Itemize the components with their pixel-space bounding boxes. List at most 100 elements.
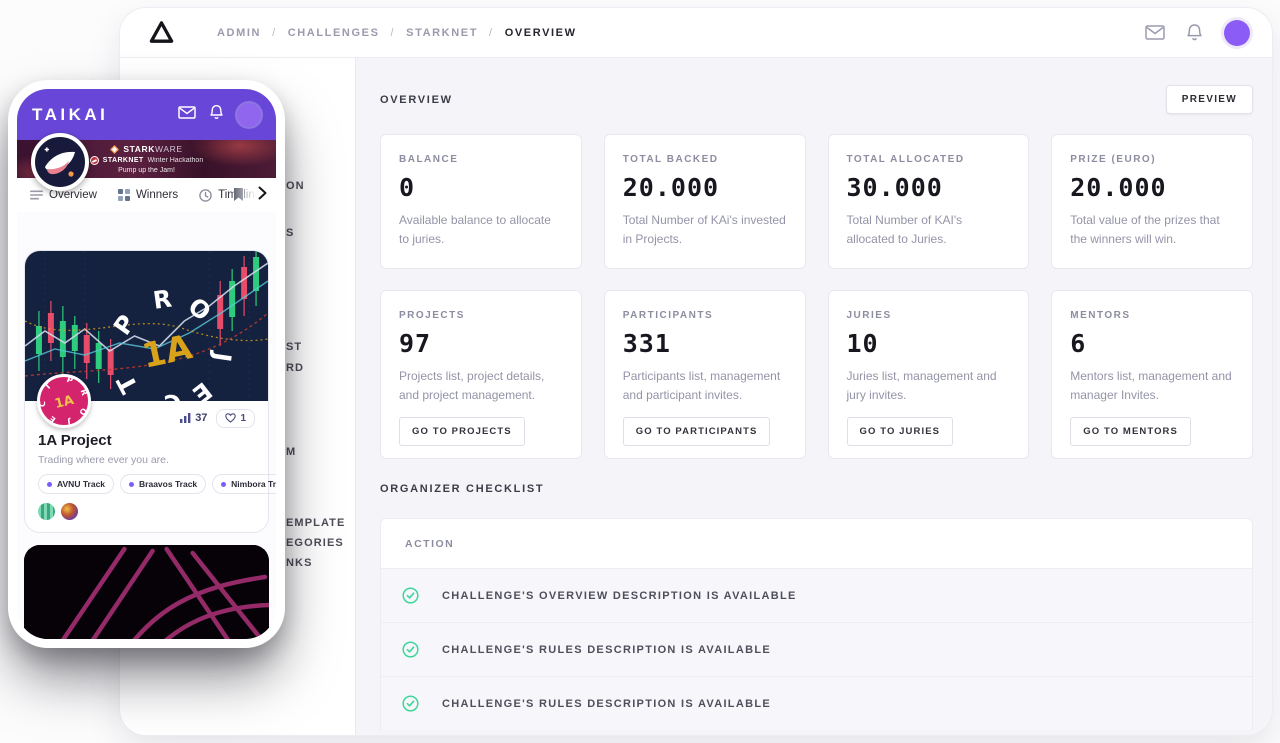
project-card[interactable]: P R O J E C T 1A P R O J E C T	[24, 250, 276, 533]
backers-stat: 37	[180, 412, 207, 424]
sidebar-item-fragment[interactable]: M	[286, 446, 297, 458]
user-avatar[interactable]	[1224, 19, 1250, 46]
mail-icon[interactable]	[1145, 25, 1165, 40]
breadcrumb-separator: /	[272, 26, 277, 39]
mail-icon[interactable]	[178, 105, 196, 124]
check-circle-icon	[402, 587, 419, 604]
hackathon-logo-avatar[interactable]	[31, 133, 89, 191]
overview-content: OVERVIEW PREVIEW BALANCE 0 Available bal…	[356, 58, 1272, 735]
nav-card-description: Mentors list, management and manager Inv…	[1070, 369, 1232, 403]
checklist-row-label: CHALLENGE'S OVERVIEW DESCRIPTION IS AVAI…	[442, 589, 797, 602]
heart-icon	[225, 413, 237, 423]
sidebar-item-fragment[interactable]: EGORIES	[286, 537, 344, 549]
nav-card-value: 10	[846, 329, 879, 358]
stat-card-description: Available balance to allocate to juries.	[399, 213, 551, 247]
grid-icon	[117, 189, 130, 201]
like-button[interactable]: 1	[216, 408, 255, 428]
tab-overview[interactable]: Overview	[30, 189, 97, 201]
tab-label: Overview	[49, 189, 97, 201]
stat-card-description: Total Number of KAi's invested in Projec…	[622, 213, 786, 247]
sidebar-item-fragment[interactable]: NKS	[286, 557, 313, 569]
checklist-column-header: ACTION	[381, 519, 1252, 568]
bell-icon[interactable]	[1186, 23, 1203, 42]
next-project-cover-image	[24, 545, 269, 639]
tab-label: Winners	[135, 189, 179, 201]
stat-card-balance: BALANCE 0 Available balance to allocate …	[380, 134, 582, 269]
team-member-avatar[interactable]	[38, 503, 55, 520]
breadcrumb-item-starknet[interactable]: STARKNET	[406, 26, 479, 39]
track-chip-label: AVNU Track	[57, 479, 106, 489]
stat-cards-row: BALANCE 0 Available balance to allocate …	[380, 134, 1253, 269]
nav-card-label: MENTORS	[1070, 310, 1131, 321]
organizer-checklist-title: ORGANIZER CHECKLIST	[380, 483, 545, 495]
project-avatar: P R O J E C T 1A	[37, 374, 91, 428]
next-project-card[interactable]	[24, 545, 269, 639]
nav-card-description: Participants list, management and partic…	[622, 369, 781, 403]
breadcrumb: ADMIN / CHALLENGES / STARKNET / OVERVIEW	[217, 27, 577, 39]
stat-card-label: PRIZE (EURO)	[1070, 154, 1157, 165]
checklist-row: CHALLENGE'S RULES DESCRIPTION IS AVAILAB…	[381, 676, 1252, 730]
checklist-row: CHALLENGE'S RULES DESCRIPTION IS AVAILAB…	[381, 622, 1252, 676]
track-chip-braavos[interactable]: Braavos Track	[120, 474, 207, 494]
scattered-letter: C	[163, 388, 182, 401]
breadcrumb-item-admin[interactable]: ADMIN	[217, 26, 262, 39]
team-member-avatar[interactable]	[61, 503, 78, 520]
breadcrumb-separator: /	[390, 26, 396, 39]
chip-dot-icon	[221, 481, 227, 487]
sponsor-name-bold: STARK	[123, 144, 156, 154]
event-subtitle: Winter Hackathon	[147, 157, 204, 164]
stat-card-value: 0	[399, 173, 416, 202]
chip-dot-icon	[47, 481, 52, 487]
stat-card-description: Total value of the prizes that the winne…	[1070, 213, 1220, 247]
go-to-participants-button[interactable]: GO TO PARTICIPANTS	[622, 417, 771, 447]
phone-mockup: TAIKAI STARKWARE STARKNET Winter Hackath…	[8, 80, 285, 648]
track-chip-label: Nimbora Track	[231, 479, 276, 489]
stat-card-description: Total Number of KAI's allocated to Jurie…	[846, 213, 963, 247]
nav-card-description: Juries list, management and jury invites…	[846, 369, 997, 403]
bell-icon[interactable]	[209, 104, 224, 126]
go-to-projects-button[interactable]: GO TO PROJECTS	[399, 417, 525, 447]
chevron-right-icon[interactable]	[258, 186, 267, 205]
sidebar-item-fragment[interactable]: ST	[286, 341, 303, 353]
tab-scroll-fade	[228, 178, 276, 212]
starknet-badge-icon	[89, 156, 99, 165]
stat-card-total-allocated: TOTAL ALLOCATED 30.000 Total Number of K…	[827, 134, 1030, 269]
nav-cards-row: PROJECTS 97 Projects list, project detai…	[380, 290, 1253, 459]
bar-chart-icon	[180, 413, 191, 423]
organizer-checklist-table: ACTION CHALLENGE'S OVERVIEW DESCRIPTION …	[380, 518, 1253, 730]
track-chip-nimbora[interactable]: Nimbora Track	[212, 474, 276, 494]
sponsor-name-light: WARE	[155, 144, 183, 154]
go-to-juries-button[interactable]: GO TO JURIES	[846, 417, 954, 447]
sidebar-item-fragment[interactable]: RD	[286, 362, 305, 374]
stat-card-prize: PRIZE (EURO) 20.000 Total value of the p…	[1051, 134, 1253, 269]
project-title[interactable]: 1A Project	[38, 432, 112, 449]
sidebar-item-fragment[interactable]: EMPLATE	[286, 517, 346, 529]
project-subtitle: Trading where ever you are.	[38, 454, 169, 466]
starkware-diamond-icon	[110, 144, 120, 154]
banner-sponsor-line: STARKWARE	[110, 144, 182, 154]
nav-card-description: Projects list, project details, and proj…	[399, 369, 545, 403]
user-avatar[interactable]	[237, 102, 261, 127]
phone-app-header: TAIKAI	[17, 89, 276, 140]
tab-winners[interactable]: Winners	[117, 189, 179, 201]
backers-count: 37	[195, 412, 208, 424]
phone-feed: P R O J E C T 1A P R O J E C T	[17, 212, 276, 639]
stat-card-label: BALANCE	[399, 154, 459, 165]
sidebar-item-fragment[interactable]: ON	[286, 180, 305, 192]
banner-event-line: STARKNET Winter Hackathon	[89, 156, 204, 165]
nav-card-label: PROJECTS	[399, 310, 465, 321]
phone-screen: TAIKAI STARKWARE STARKNET Winter Hackath…	[17, 89, 276, 639]
sidebar-item-fragment[interactable]: S	[286, 227, 295, 239]
check-circle-icon	[402, 641, 419, 658]
breadcrumb-item-challenges[interactable]: CHALLENGES	[287, 26, 380, 39]
preview-button[interactable]: PREVIEW	[1165, 85, 1253, 114]
nav-card-mentors: MENTORS 6 Mentors list, management and m…	[1051, 290, 1253, 459]
event-name: STARKNET	[102, 157, 144, 164]
list-lines-icon	[30, 190, 43, 200]
go-to-mentors-button[interactable]: GO TO MENTORS	[1070, 417, 1191, 447]
stat-card-value: 30.000	[846, 173, 943, 202]
nav-card-value: 97	[399, 329, 432, 358]
track-chip-avnu[interactable]: AVNU Track	[38, 474, 115, 494]
breadcrumb-item-overview: OVERVIEW	[504, 26, 577, 39]
topbar-actions	[1145, 19, 1250, 46]
